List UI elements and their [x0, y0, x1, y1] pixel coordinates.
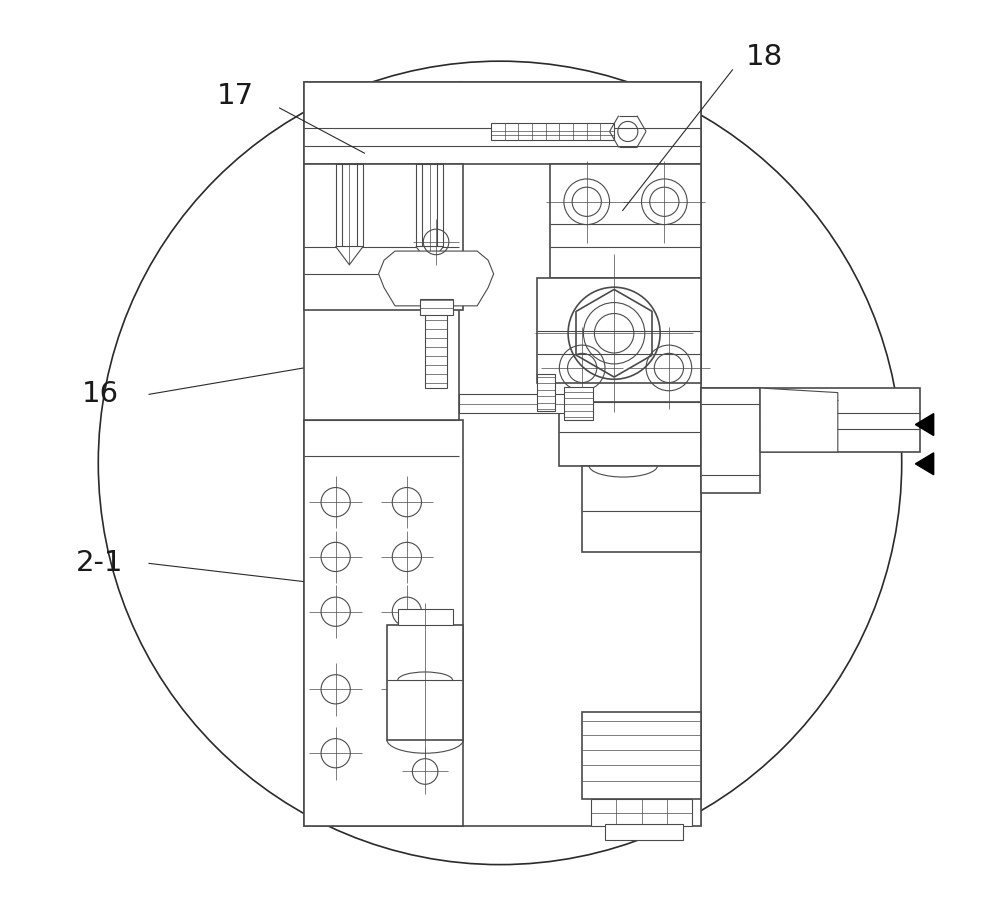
- Text: 16: 16: [82, 381, 119, 408]
- Bar: [304, 420, 463, 826]
- Polygon shape: [379, 251, 494, 306]
- Polygon shape: [915, 414, 934, 436]
- Bar: [605, 824, 683, 840]
- Bar: [304, 82, 701, 164]
- Bar: [416, 164, 443, 247]
- Bar: [491, 123, 614, 140]
- Polygon shape: [336, 247, 363, 265]
- Text: 2-1: 2-1: [76, 550, 124, 577]
- Bar: [398, 609, 453, 625]
- Bar: [304, 82, 463, 826]
- Text: 18: 18: [746, 43, 783, 70]
- Bar: [701, 388, 920, 452]
- Bar: [304, 164, 463, 310]
- Bar: [537, 374, 555, 411]
- Bar: [459, 394, 591, 413]
- Bar: [387, 625, 463, 740]
- Polygon shape: [416, 247, 443, 265]
- Polygon shape: [760, 388, 838, 452]
- Bar: [550, 164, 701, 278]
- Bar: [564, 387, 593, 420]
- Bar: [582, 466, 701, 552]
- Bar: [591, 799, 692, 826]
- Bar: [559, 402, 701, 466]
- Bar: [425, 306, 447, 388]
- Bar: [701, 388, 760, 493]
- Bar: [336, 164, 363, 247]
- Bar: [459, 82, 701, 826]
- Polygon shape: [915, 453, 934, 475]
- Text: 17: 17: [217, 82, 254, 110]
- Bar: [582, 712, 701, 799]
- Bar: [537, 278, 701, 383]
- Bar: [420, 299, 453, 315]
